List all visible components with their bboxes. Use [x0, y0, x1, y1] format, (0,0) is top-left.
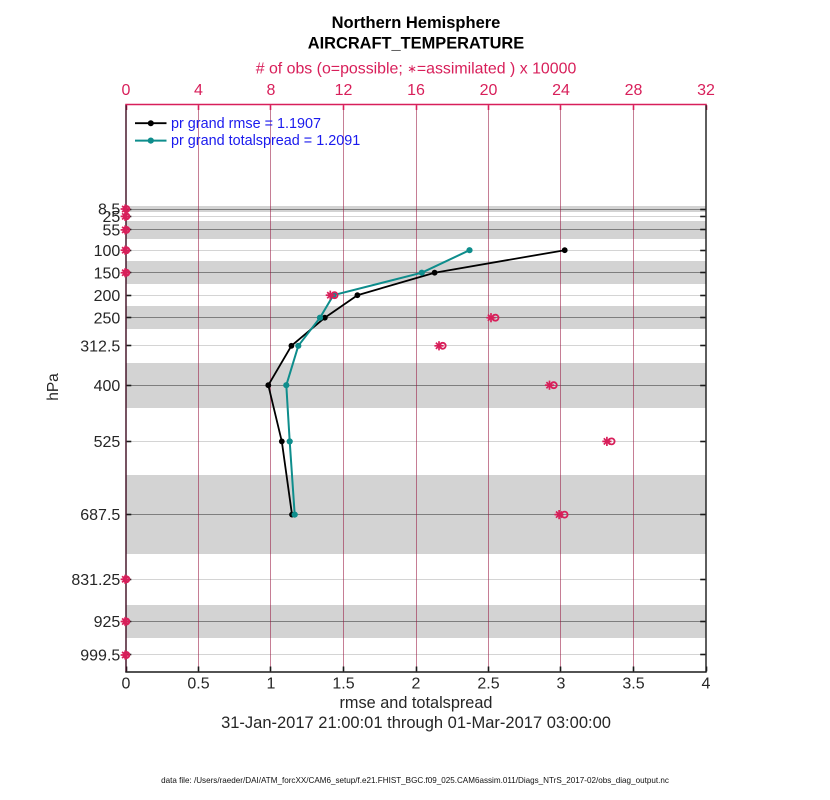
svg-text:55: 55 [103, 223, 121, 240]
svg-text:925: 925 [94, 614, 121, 631]
svg-text:# of obs (o=possible; ∗=assimi: # of obs (o=possible; ∗=assimilated ) x … [256, 61, 577, 78]
svg-text:data file: /Users/raeder/DAI/A: data file: /Users/raeder/DAI/ATM_forcXX/… [161, 776, 669, 785]
svg-text:687.5: 687.5 [80, 507, 120, 524]
svg-text:rmse and totalspread: rmse and totalspread [340, 694, 493, 712]
svg-text:200: 200 [94, 288, 121, 305]
svg-text:AIRCRAFT_TEMPERATURE: AIRCRAFT_TEMPERATURE [308, 35, 524, 53]
svg-text:25: 25 [103, 209, 121, 226]
svg-text:3.5: 3.5 [622, 676, 644, 693]
svg-text:24: 24 [552, 82, 570, 99]
svg-text:999.5: 999.5 [80, 648, 120, 665]
svg-text:0: 0 [122, 82, 131, 99]
svg-text:2.5: 2.5 [477, 676, 499, 693]
svg-text:hPa: hPa [45, 373, 62, 401]
svg-text:831.25: 831.25 [71, 572, 120, 589]
svg-text:12: 12 [335, 82, 353, 99]
svg-text:1.5: 1.5 [332, 676, 354, 693]
svg-text:8: 8 [267, 82, 276, 99]
svg-text:312.5: 312.5 [80, 338, 120, 355]
svg-text:31-Jan-2017 21:00:01 through 0: 31-Jan-2017 21:00:01 through 01-Mar-2017… [221, 714, 611, 732]
svg-text:250: 250 [94, 310, 121, 327]
svg-text:8.5: 8.5 [98, 202, 120, 219]
svg-text:400: 400 [94, 378, 121, 395]
svg-text:525: 525 [94, 434, 121, 451]
svg-text:0: 0 [122, 676, 131, 693]
svg-text:32: 32 [697, 82, 715, 99]
svg-text:150: 150 [94, 265, 121, 282]
svg-text:Northern Hemisphere: Northern Hemisphere [332, 14, 501, 32]
svg-text:0.5: 0.5 [187, 676, 209, 693]
svg-text:pr grand totalspread = 1.2091: pr grand totalspread = 1.2091 [171, 133, 360, 149]
svg-text:4: 4 [194, 82, 203, 99]
svg-text:pr grand rmse = 1.1907: pr grand rmse = 1.1907 [171, 116, 321, 132]
svg-text:100: 100 [94, 243, 121, 260]
svg-text:3: 3 [557, 676, 566, 693]
svg-text:1: 1 [267, 676, 276, 693]
svg-text:28: 28 [625, 82, 643, 99]
svg-text:4: 4 [702, 676, 711, 693]
svg-text:20: 20 [480, 82, 498, 99]
svg-text:2: 2 [412, 676, 421, 693]
svg-text:16: 16 [407, 82, 425, 99]
